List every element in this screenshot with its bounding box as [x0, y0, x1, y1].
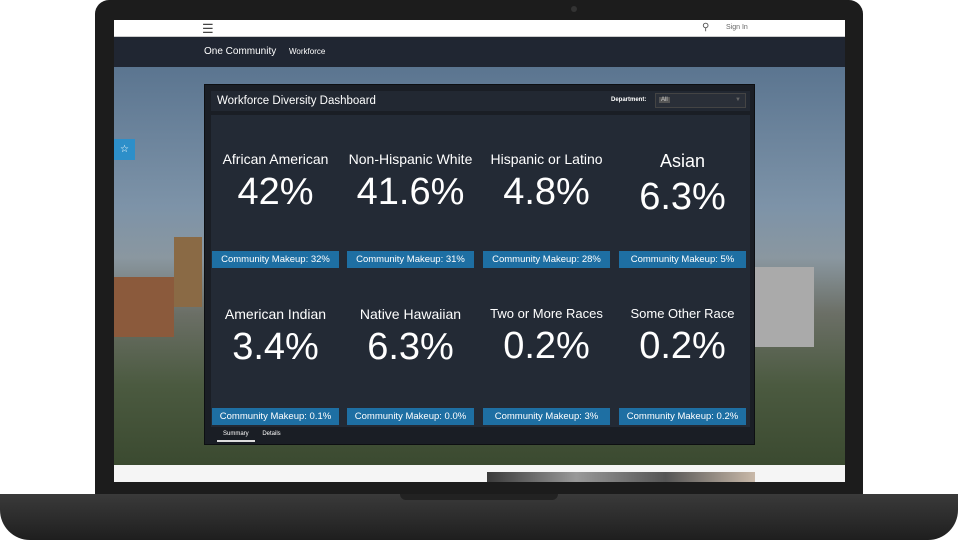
tile-two-or-more: Two or More Races 0.2% Community Makeup: 3… [483, 306, 610, 425]
site-nav: One Community Workforce [114, 37, 845, 67]
tile-asian: Asian 6.3% Community Makeup: 5% [619, 151, 746, 268]
community-makeup: Community Makeup: 0.1% [212, 408, 339, 425]
tile-label: Hispanic or Latino [490, 151, 603, 167]
nav-link-workforce[interactable]: Workforce [289, 47, 326, 56]
tile-some-other-race: Some Other Race 0.2% Community Makeup: 0.2… [619, 306, 746, 425]
photo [487, 472, 755, 482]
community-makeup: Community Makeup: 31% [347, 251, 474, 268]
department-value: All [659, 97, 670, 103]
tile-label: American Indian [224, 306, 327, 322]
department-label: Department: [611, 97, 647, 103]
tile-value: 42% [237, 171, 314, 213]
tab-summary[interactable]: Summary [217, 429, 255, 442]
dashboard-panel: Workforce Diversity Dashboard Department… [204, 84, 755, 445]
department-select[interactable]: All ▼ [655, 93, 746, 108]
tile-label: Native Hawaiian [359, 306, 462, 322]
star-icon[interactable]: ☆ [114, 139, 135, 160]
tile-label: Non-Hispanic White [348, 151, 473, 167]
base-notch [400, 494, 558, 500]
tile-label: Asian [659, 151, 706, 171]
dashboard-title: Workforce Diversity Dashboard [217, 95, 376, 107]
community-makeup: Community Makeup: 0.2% [619, 408, 746, 425]
tile-value: 6.3% [367, 326, 454, 368]
top-bar: ☰ ⚲ Sign In [114, 20, 845, 37]
tile-value: 41.6% [356, 171, 465, 213]
dashboard-header: Workforce Diversity Dashboard Department… [211, 91, 750, 111]
tile-african-american: African American 42% Community Makeup: 32% [212, 151, 339, 268]
tile-value: 6.3% [639, 176, 726, 218]
building [754, 267, 814, 347]
tile-value: 4.8% [503, 171, 590, 213]
search-icon[interactable]: ⚲ [702, 22, 710, 33]
tile-label: Some Other Race [630, 306, 735, 321]
building [174, 237, 202, 307]
building [114, 277, 174, 337]
tile-non-hispanic-white: Non-Hispanic White 41.6% Community Makeup:… [347, 151, 474, 268]
tile-label: Two or More Races [490, 306, 603, 321]
tile-hispanic-latino: Hispanic or Latino 4.8% Community Makeup: … [483, 151, 610, 268]
tile-american-indian: American Indian 3.4% Community Makeup: 0.1… [212, 306, 339, 425]
community-makeup: Community Makeup: 32% [212, 251, 339, 268]
community-makeup: Community Makeup: 5% [619, 251, 746, 268]
site-brand[interactable]: One Community [204, 46, 277, 57]
chevron-down-icon: ▼ [735, 97, 741, 103]
tile-native-hawaiian: Native Hawaiian 6.3% Community Makeup: 0.0… [347, 306, 474, 425]
community-makeup: Community Makeup: 0.0% [347, 408, 474, 425]
tile-label: African American [222, 151, 329, 167]
tile-value: 3.4% [232, 326, 319, 368]
tile-value: 0.2% [639, 325, 726, 367]
dashboard-body: African American 42% Community Makeup: 32%… [211, 115, 750, 427]
community-makeup: Community Makeup: 3% [483, 408, 610, 425]
tile-value: 0.2% [503, 325, 590, 367]
camera [571, 6, 577, 12]
hamburger-icon[interactable]: ☰ [202, 21, 214, 36]
tab-details[interactable]: Details [262, 431, 281, 437]
sign-in-link[interactable]: Sign In [726, 24, 748, 31]
community-makeup: Community Makeup: 28% [483, 251, 610, 268]
laptop-base [0, 494, 958, 540]
dashboard-tabs: Summary Details [217, 429, 287, 442]
page-bottom [114, 465, 845, 482]
